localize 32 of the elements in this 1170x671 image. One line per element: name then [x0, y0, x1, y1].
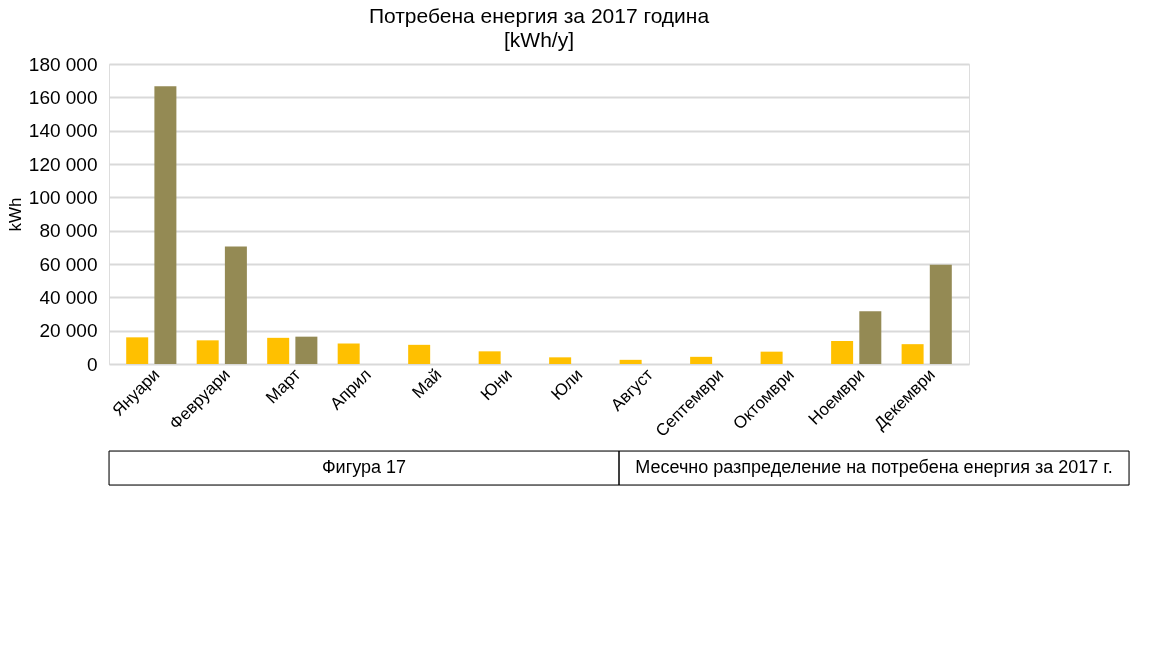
y-tick-label: 80 000 — [39, 220, 98, 242]
y-tick-label: 20 000 — [39, 320, 98, 342]
bar — [929, 264, 952, 364]
y-tick-label: 40 000 — [39, 286, 98, 308]
y-tick-label: 160 000 — [28, 86, 98, 108]
bar — [760, 351, 783, 364]
bar — [196, 340, 219, 364]
y-tick-label: 140 000 — [28, 120, 98, 142]
bar — [408, 344, 431, 364]
y-tick-label: 180 000 — [28, 53, 98, 75]
bar — [831, 341, 854, 364]
text: Месечно разпределение на потребена енергия за 2017 г. — [635, 457, 1113, 477]
bar — [126, 337, 149, 364]
chart-subtitle: [kWh/y] — [503, 28, 575, 51]
y-tick-label: 120 000 — [28, 153, 98, 175]
bar — [690, 356, 713, 364]
bar — [154, 86, 177, 364]
bar — [295, 336, 318, 364]
bar — [224, 246, 247, 364]
bar — [901, 344, 924, 364]
y-tick-label: 60 000 — [39, 253, 98, 275]
bar — [337, 343, 360, 364]
y-axis-title: kWh — [5, 197, 25, 232]
chart-title: Потребена енергия за 2017 година — [368, 4, 710, 27]
y-tick-label: 100 000 — [28, 186, 98, 208]
bar — [267, 337, 290, 364]
bar — [619, 359, 642, 364]
bar — [859, 311, 882, 364]
bar — [549, 357, 572, 364]
y-tick-label: 0 — [86, 353, 98, 375]
bar — [478, 351, 501, 364]
text: Фигура 17 — [321, 457, 407, 477]
